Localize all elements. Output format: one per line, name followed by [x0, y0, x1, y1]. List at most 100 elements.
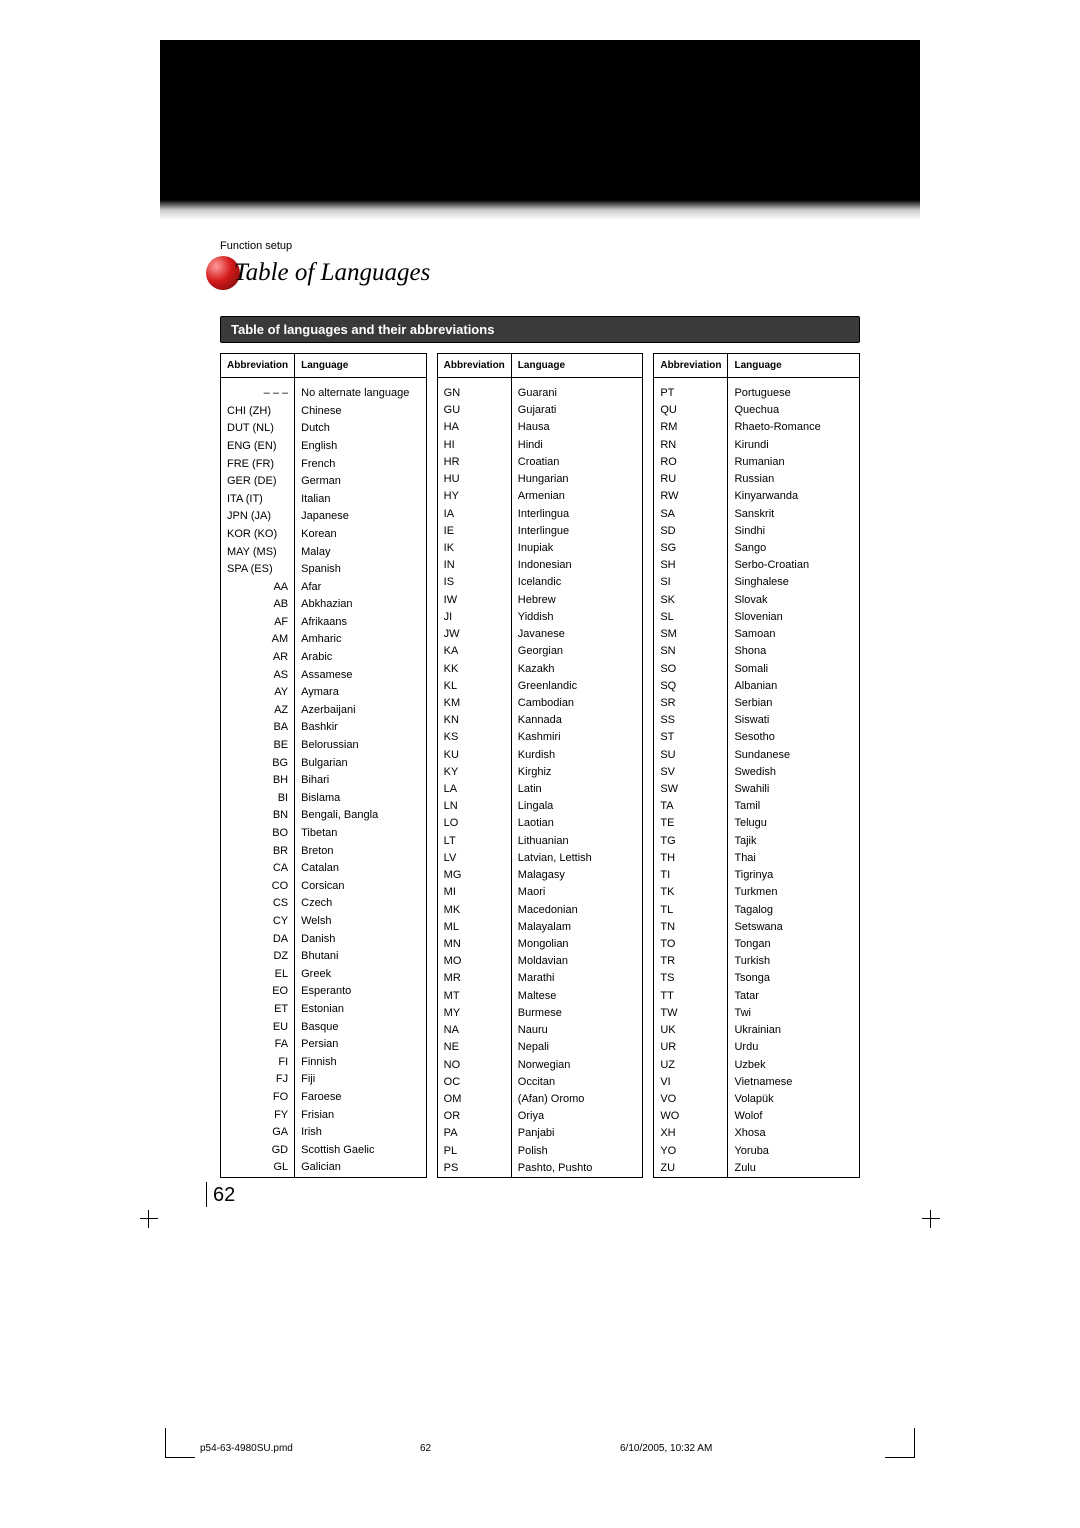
- table-row: KOR (KO)Korean: [221, 526, 427, 544]
- table-row: MKMacedonian: [437, 901, 643, 918]
- table-row: RNKirundi: [654, 436, 860, 453]
- lang-cell: Malagasy: [511, 867, 643, 884]
- table-row: GAIrish: [221, 1124, 427, 1142]
- abbr-cell: PA: [437, 1125, 511, 1142]
- lang-cell: Kashmiri: [511, 729, 643, 746]
- abbr-cell: AM: [221, 631, 295, 649]
- lang-cell: Occitan: [511, 1074, 643, 1091]
- table-row: MGMalagasy: [437, 867, 643, 884]
- lang-cell: Rumanian: [728, 454, 860, 471]
- col-lang-header: Language: [511, 354, 643, 378]
- table-row: INIndonesian: [437, 557, 643, 574]
- table-row: COCorsican: [221, 878, 427, 896]
- table-row: HUHungarian: [437, 471, 643, 488]
- abbr-cell: NE: [437, 1039, 511, 1056]
- abbr-cell: XH: [654, 1125, 728, 1142]
- footer-filename: p54-63-4980SU.pmd: [200, 1443, 420, 1454]
- lang-cell: Belorussian: [295, 737, 427, 755]
- abbr-cell: SK: [654, 591, 728, 608]
- abbr-cell: QU: [654, 402, 728, 419]
- lang-cell: Amharic: [295, 631, 427, 649]
- table-row: LOLaotian: [437, 815, 643, 832]
- abbr-cell: LT: [437, 833, 511, 850]
- table-row: TETelugu: [654, 815, 860, 832]
- table-row: SVSwedish: [654, 764, 860, 781]
- abbr-cell: TI: [654, 867, 728, 884]
- abbr-cell: FI: [221, 1054, 295, 1072]
- lang-cell: Urdu: [728, 1039, 860, 1056]
- table-row: MOMoldavian: [437, 953, 643, 970]
- lang-cell: Javanese: [511, 626, 643, 643]
- table-row: BABashkir: [221, 719, 427, 737]
- abbr-cell: FJ: [221, 1071, 295, 1089]
- table-row: JWJavanese: [437, 626, 643, 643]
- abbr-cell: TW: [654, 1005, 728, 1022]
- table-row: BNBengali, Bangla: [221, 807, 427, 825]
- language-table-1: Abbreviation Language – – –No alternate …: [220, 353, 427, 1178]
- table-row: BRBreton: [221, 842, 427, 860]
- lang-cell: Arabic: [295, 649, 427, 667]
- abbr-cell: WO: [654, 1108, 728, 1125]
- abbr-cell: ST: [654, 729, 728, 746]
- abbr-cell: GN: [437, 378, 511, 403]
- table-row: BHBihari: [221, 772, 427, 790]
- abbr-cell: JI: [437, 609, 511, 626]
- table-row: IWHebrew: [437, 591, 643, 608]
- abbr-cell: ET: [221, 1001, 295, 1019]
- lang-cell: Galician: [295, 1159, 427, 1177]
- table-row: ITA (IT)Italian: [221, 491, 427, 509]
- abbr-cell: KN: [437, 712, 511, 729]
- abbr-cell: TG: [654, 833, 728, 850]
- abbr-cell: IK: [437, 540, 511, 557]
- page-container: Function setup Table of Languages Table …: [160, 0, 920, 1207]
- lang-cell: Wolof: [728, 1108, 860, 1125]
- lang-cell: German: [295, 473, 427, 491]
- page-title: Table of Languages: [234, 259, 430, 287]
- table-row: SMSamoan: [654, 626, 860, 643]
- lang-cell: Sango: [728, 540, 860, 557]
- lang-cell: Yiddish: [511, 609, 643, 626]
- table-row: MIMaori: [437, 884, 643, 901]
- lang-cell: English: [295, 438, 427, 456]
- col-abbr-header: Abbreviation: [654, 354, 728, 378]
- lang-cell: Hausa: [511, 419, 643, 436]
- abbr-cell: IW: [437, 591, 511, 608]
- lang-cell: Korean: [295, 526, 427, 544]
- abbr-cell: TH: [654, 850, 728, 867]
- table-row: NONorwegian: [437, 1056, 643, 1073]
- lang-cell: Panjabi: [511, 1125, 643, 1142]
- lang-cell: Tongan: [728, 936, 860, 953]
- table-row: IEInterlingue: [437, 523, 643, 540]
- table-row: LNLingala: [437, 798, 643, 815]
- lang-cell: Japanese: [295, 508, 427, 526]
- lang-cell: Finnish: [295, 1054, 427, 1072]
- lang-cell: Breton: [295, 842, 427, 860]
- abbr-cell: DUT (NL): [221, 420, 295, 438]
- abbr-cell: SV: [654, 764, 728, 781]
- table-row: SOSomali: [654, 660, 860, 677]
- table-row: SSSiswati: [654, 712, 860, 729]
- table-row: PSPashto, Pushto: [437, 1160, 643, 1178]
- table-row: KKKazakh: [437, 660, 643, 677]
- table-row: FYFrisian: [221, 1106, 427, 1124]
- table-row: TNSetswana: [654, 919, 860, 936]
- lang-cell: Croatian: [511, 454, 643, 471]
- lang-cell: Nepali: [511, 1039, 643, 1056]
- lang-cell: Faroese: [295, 1089, 427, 1107]
- table-row: DUT (NL)Dutch: [221, 420, 427, 438]
- table-row: FRE (FR)French: [221, 455, 427, 473]
- lang-cell: Sesotho: [728, 729, 860, 746]
- abbr-cell: MR: [437, 970, 511, 987]
- table-row: PAPanjabi: [437, 1125, 643, 1142]
- table-row: RWKinyarwanda: [654, 488, 860, 505]
- abbr-cell: HA: [437, 419, 511, 436]
- abbr-cell: NA: [437, 1022, 511, 1039]
- abbr-cell: BI: [221, 790, 295, 808]
- language-table-2: Abbreviation Language GNGuaraniGUGujarat…: [437, 353, 644, 1178]
- lang-cell: Kurdish: [511, 746, 643, 763]
- lang-cell: French: [295, 455, 427, 473]
- abbr-cell: BE: [221, 737, 295, 755]
- abbr-cell: CHI (ZH): [221, 403, 295, 421]
- abbr-cell: RO: [654, 454, 728, 471]
- abbr-cell: SQ: [654, 678, 728, 695]
